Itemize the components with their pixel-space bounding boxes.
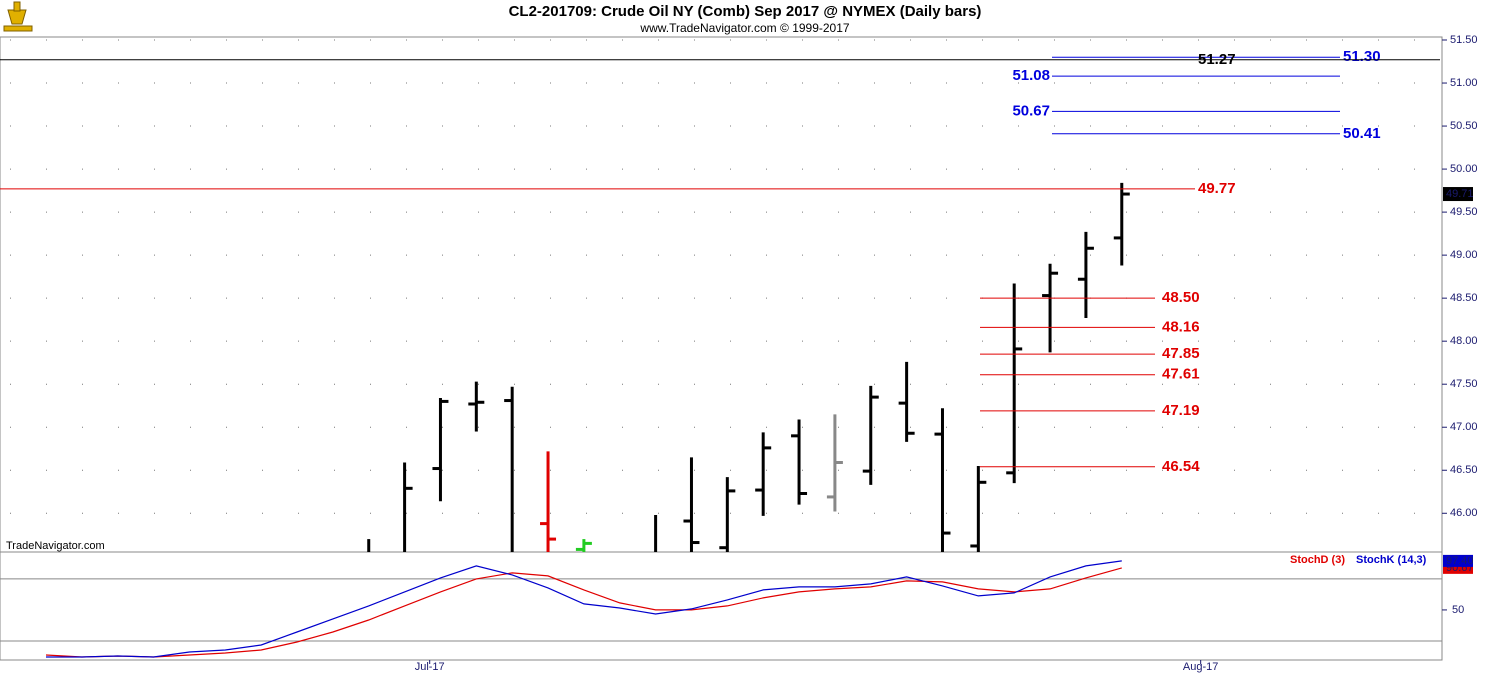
y-tick-label: 51.50 [1450,34,1478,46]
level-label: 46.54 [1162,458,1200,475]
y-tick-label: 49.00 [1450,249,1478,261]
level-label: 51.08 [1012,67,1050,84]
legend-entry: StochD (3) [1290,554,1345,566]
stoch-panel [0,560,1442,658]
stoch-line [45,567,1122,658]
logo [3,1,33,32]
level-label: 47.61 [1162,366,1200,383]
level-label: 50.41 [1343,125,1381,142]
last-price-label: 49.71 [1446,188,1474,200]
y-tick-label: 48.50 [1450,292,1478,304]
level-label: 50.67 [1012,102,1050,119]
y-tick-label: 48.00 [1450,335,1478,347]
y-tick-label: 51.00 [1450,77,1478,89]
x-tick-label: Jul-17 [415,661,445,673]
level-label: 48.50 [1162,289,1200,306]
chart-subtitle: www.TradeNavigator.com © 1999-2017 [639,21,849,35]
level-label: 47.19 [1162,402,1200,419]
level-label: 51.30 [1343,48,1381,65]
y-tick-label: 47.50 [1450,378,1478,390]
watermark: TradeNavigator.com [6,540,105,552]
last-price-box [1443,187,1473,202]
value-label: 97.40 [1446,555,1474,567]
level-label: 47.85 [1162,345,1200,362]
y-tick-label: 49.50 [1450,206,1478,218]
y-tick-label: 50.00 [1450,163,1478,175]
stoch-line [46,560,1122,658]
y-tick-label: 50 [1452,604,1464,616]
value-label-box [1443,554,1473,567]
y-tick-label: 50.50 [1450,120,1478,132]
y-tick-label: 46.00 [1450,507,1478,519]
plot-frame [0,36,1443,661]
level-label: 48.16 [1162,318,1200,335]
legend-entry: StochK (14,3) [1356,554,1427,566]
level-label: 49.77 [1198,180,1236,197]
x-tick-label: Aug-17 [1183,661,1218,673]
y-tick-label: 47.00 [1450,421,1478,433]
chart-title: CL2-201709: Crude Oil NY (Comb) Sep 2017… [509,3,982,20]
level-label: 51.27 [1198,51,1236,68]
y-tick-label: 46.50 [1450,464,1478,476]
price-panel [10,39,1442,552]
